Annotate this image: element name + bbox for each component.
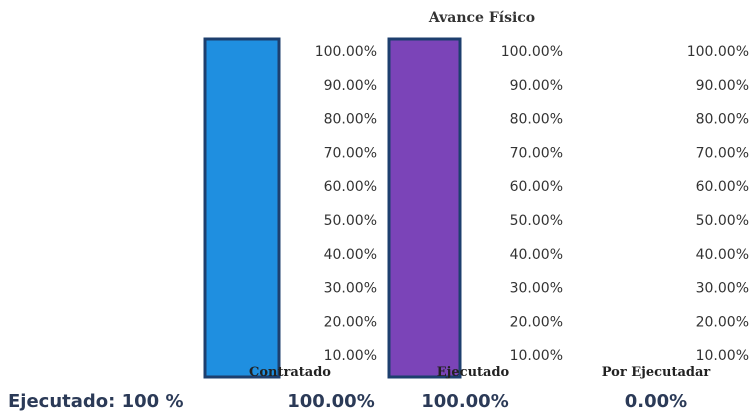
y-tick-label: 20.00% xyxy=(510,314,563,330)
y-tick-label: 40.00% xyxy=(510,247,563,263)
y-tick-label: 80.00% xyxy=(696,112,749,128)
category-label: Contratado xyxy=(249,365,331,380)
bar-contratado xyxy=(203,37,281,379)
category-labels: Contratado Ejecutado Por Ejecutadar xyxy=(249,365,710,380)
y-tick-label: 50.00% xyxy=(510,213,563,229)
chart-title: Avance Físico xyxy=(428,10,535,26)
y-tick-label: 70.00% xyxy=(324,145,377,161)
y-tick-label: 50.00% xyxy=(324,213,377,229)
y-tick-label: 60.00% xyxy=(696,179,749,195)
value-label: 100.00% xyxy=(421,391,509,412)
bars xyxy=(203,37,462,379)
y-tick-label: 10.00% xyxy=(510,348,563,364)
category-label: Por Ejecutadar xyxy=(602,365,711,380)
y-tick-label: 80.00% xyxy=(324,112,377,128)
y-tick-label: 10.00% xyxy=(324,348,377,364)
y-tick-label: 80.00% xyxy=(510,112,563,128)
y-tick-label: 70.00% xyxy=(510,145,563,161)
y-tick-label: 20.00% xyxy=(696,314,749,330)
y-tick-label: 40.00% xyxy=(324,247,377,263)
y-tick-label: 100.00% xyxy=(687,44,749,60)
y-tick-label: 30.00% xyxy=(510,281,563,297)
value-label: 100.00% xyxy=(287,391,375,412)
tick-labels: 100.00% 90.00% 80.00% 70.00% 60.00% 50.00% 40.… xyxy=(315,44,749,364)
bar-ejecutado xyxy=(387,37,462,379)
category-label: Ejecutado xyxy=(437,365,510,380)
value-label: 0.00% xyxy=(625,391,687,412)
y-tick-label: 90.00% xyxy=(324,78,377,94)
y-tick-label: 70.00% xyxy=(696,145,749,161)
y-tick-label: 20.00% xyxy=(324,314,377,330)
y-tick-label: 50.00% xyxy=(696,213,749,229)
y-tick-label: 100.00% xyxy=(501,44,563,60)
y-tick-label: 60.00% xyxy=(324,179,377,195)
y-tick-label: 100.00% xyxy=(315,44,377,60)
y-tick-label: 30.00% xyxy=(324,281,377,297)
y-tick-label: 90.00% xyxy=(696,78,749,94)
summary-label: Ejecutado: 100 % xyxy=(8,391,184,412)
y-tick-label: 90.00% xyxy=(510,78,563,94)
y-tick-label: 30.00% xyxy=(696,281,749,297)
y-tick-label: 40.00% xyxy=(696,247,749,263)
y-tick-label: 60.00% xyxy=(510,179,563,195)
y-tick-label: 10.00% xyxy=(696,348,749,364)
value-labels: 100.00% 100.00% 0.00% xyxy=(287,391,687,412)
